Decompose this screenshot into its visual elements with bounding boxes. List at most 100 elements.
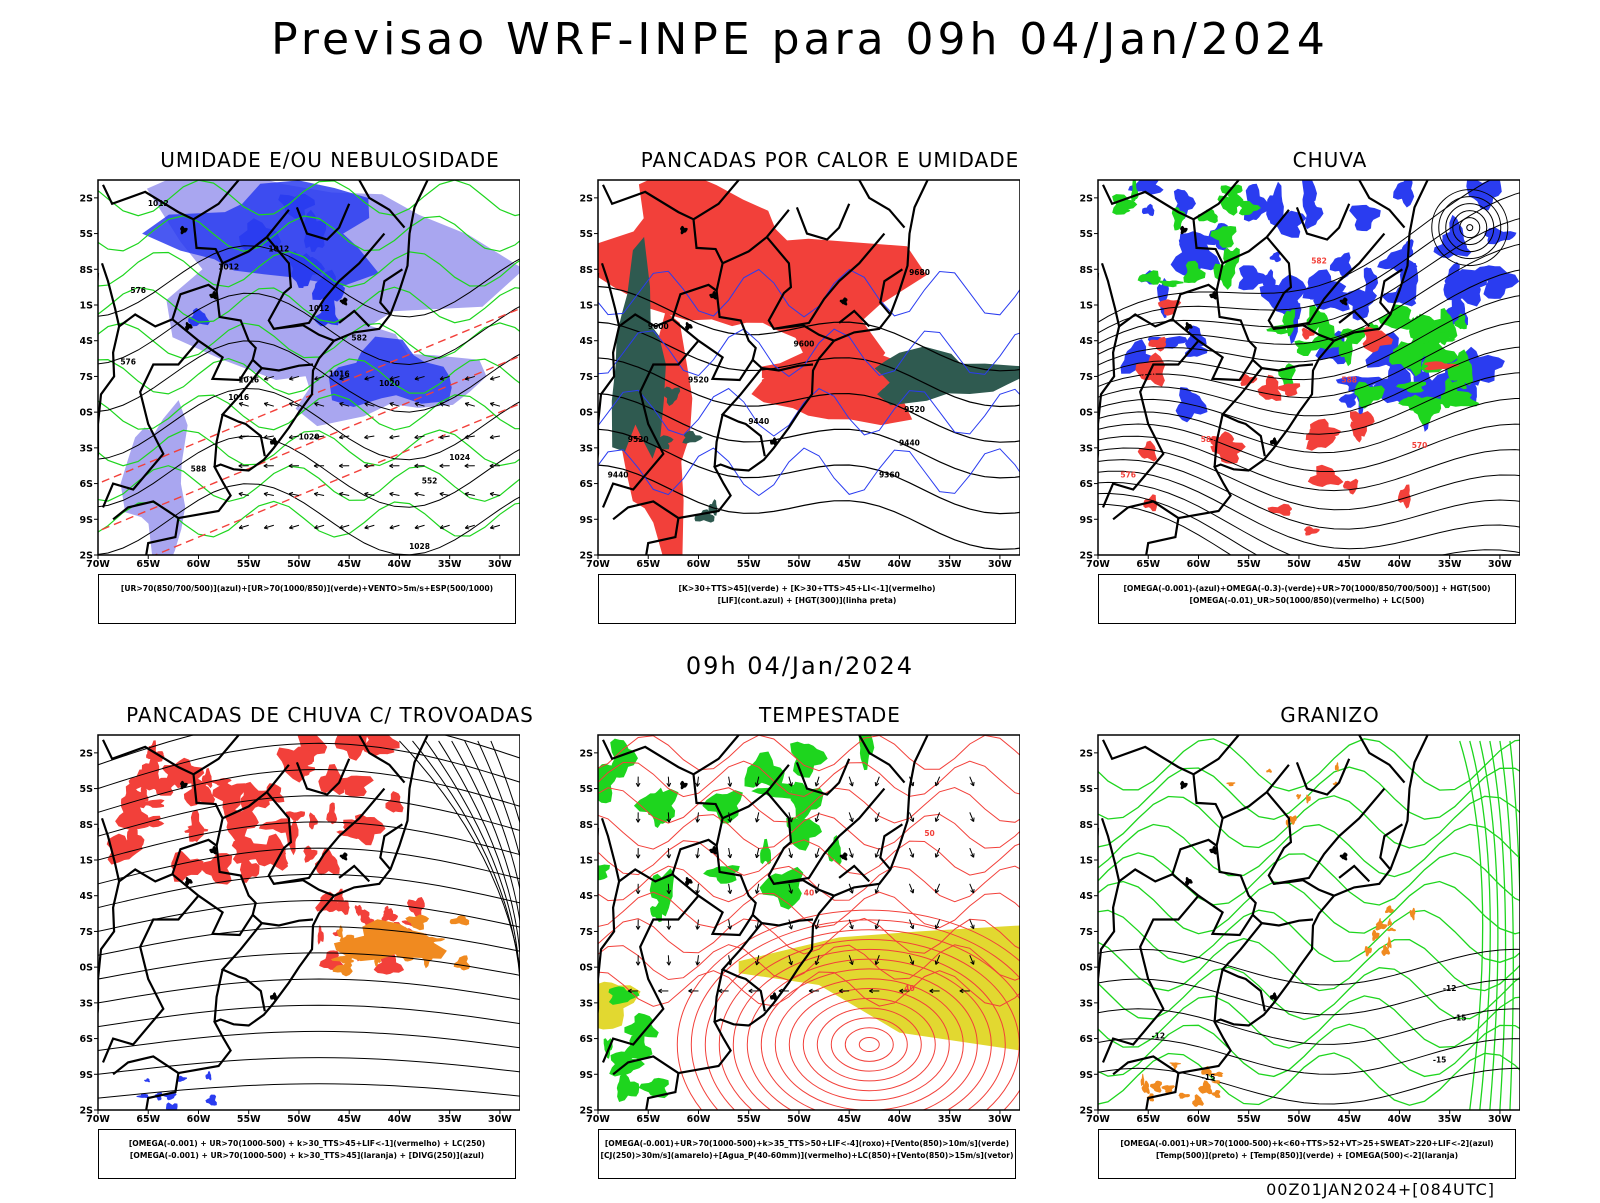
lon-tick-label: 70W <box>86 1114 110 1125</box>
lat-tick-label: 24S <box>580 336 593 347</box>
lat-tick-label: 15S <box>580 229 593 240</box>
contour-label: -15 <box>1453 1014 1467 1023</box>
legend-box: [OMEGA(-0.001)-(azul)+OMEGA(-0.3)-(verde… <box>1098 574 1516 624</box>
contour-label: 1020 <box>379 379 400 388</box>
lat-tick-label: 36S <box>580 1034 593 1045</box>
lon-tick-label: 65W <box>636 559 660 570</box>
lat-tick-label: 27S <box>580 372 593 383</box>
lon-tick-label: 40W <box>1388 559 1412 570</box>
lat-tick-label: 24S <box>1080 336 1093 347</box>
panel-title: TEMPESTADE <box>580 703 1080 727</box>
lat-tick-label: 15S <box>80 784 93 795</box>
lat-tick-label: 36S <box>580 479 593 490</box>
lon-tick-label: 35W <box>438 1114 462 1125</box>
contour-label: 9520 <box>688 375 709 384</box>
lon-tick-label: 50W <box>1287 559 1311 570</box>
lon-tick-label: 70W <box>86 559 110 570</box>
lat-tick-label: 39S <box>1080 515 1093 526</box>
contour-label: 40 <box>804 889 814 898</box>
contour-label: 588 <box>191 465 207 474</box>
legend-box: [OMEGA(-0.001)+UR>70(1000-500)+k>35_TTS>… <box>598 1129 1016 1179</box>
lat-tick-label: 24S <box>1080 891 1093 902</box>
legend-box: [K>30+TTS>45](verde) + [K>30+TTS>45+LI<-… <box>598 574 1016 624</box>
lat-tick-label: 33S <box>1080 443 1093 454</box>
lat-tick-label: 30S <box>1080 408 1093 419</box>
panel-trovoadas: PANCADAS DE CHUVA C/ TROVOADAS 12S15S18S… <box>80 703 580 1203</box>
contour-label: -12 <box>1443 984 1457 993</box>
lat-tick-label: 12S <box>1080 748 1093 759</box>
map-background <box>1098 735 1520 1110</box>
contour-label: 9440 <box>899 438 920 447</box>
lon-tick-label: 30W <box>488 1114 512 1125</box>
contour-label: -15 <box>1433 1055 1447 1064</box>
forecast-time-title: 09h 04/Jan/2024 <box>0 652 1600 680</box>
lat-tick-label: 27S <box>1080 372 1093 383</box>
contour-label: -15 <box>1202 1073 1216 1082</box>
legend-line: [Temp(500)](preto) + [Temp(850)](verde) … <box>1099 1150 1515 1162</box>
lat-tick-label: 15S <box>1080 229 1093 240</box>
panel-granizo: GRANIZO -12-15-15-15-1212S15S18S21S24S27… <box>1080 703 1580 1203</box>
contour-label: 40 <box>904 984 914 993</box>
lon-tick-label: 50W <box>1287 1114 1311 1125</box>
lat-tick-label: 27S <box>1080 927 1093 938</box>
lon-tick-label: 70W <box>586 1114 610 1125</box>
contour-label: 588 <box>1341 375 1357 384</box>
lon-tick-label: 50W <box>287 1114 311 1125</box>
lat-tick-label: 21S <box>1080 856 1093 867</box>
lon-tick-label: 55W <box>737 1114 761 1125</box>
contour-label: 576 <box>1120 471 1136 480</box>
panel-title: PANCADAS POR CALOR E UMIDADE <box>580 148 1080 172</box>
lat-tick-label: 18S <box>80 820 93 831</box>
lon-tick-label: 35W <box>938 1114 962 1125</box>
lon-tick-label: 30W <box>988 1114 1012 1125</box>
contour-label: 9520 <box>904 405 925 414</box>
lon-tick-label: 55W <box>1237 1114 1261 1125</box>
lat-tick-label: 12S <box>580 193 593 204</box>
lon-tick-label: 50W <box>787 559 811 570</box>
legend-line: [OMEGA(-0.001)-(azul)+OMEGA(-0.3)-(verde… <box>1099 583 1515 595</box>
lon-tick-label: 55W <box>237 559 261 570</box>
lat-tick-label: 39S <box>80 1070 93 1081</box>
lat-tick-label: 39S <box>580 515 593 526</box>
lat-tick-label: 21S <box>580 856 593 867</box>
lat-tick-label: 39S <box>80 515 93 526</box>
lon-tick-label: 60W <box>1187 1114 1211 1125</box>
lat-tick-label: 12S <box>580 748 593 759</box>
contour-label: 1028 <box>409 542 430 551</box>
contour-label: 50 <box>924 829 934 838</box>
legend-line: [OMEGA(-0.001) + UR>70(1000-500) + k>30_… <box>99 1150 515 1162</box>
lon-tick-label: 30W <box>1488 1114 1512 1125</box>
lat-tick-label: 21S <box>1080 301 1093 312</box>
lat-tick-label: 15S <box>1080 784 1093 795</box>
lon-tick-label: 55W <box>737 559 761 570</box>
contour-label: 9440 <box>748 417 769 426</box>
lon-tick-label: 60W <box>187 1114 211 1125</box>
panel-title: PANCADAS DE CHUVA C/ TROVOADAS <box>80 703 580 727</box>
lat-tick-label: 21S <box>580 301 593 312</box>
lat-tick-label: 36S <box>1080 479 1093 490</box>
lat-tick-label: 27S <box>80 372 93 383</box>
lon-tick-label: 60W <box>687 559 711 570</box>
legend-box: [UR>70(850/700/500)](azul)+[UR>70(1000/8… <box>98 574 516 624</box>
lat-tick-label: 12S <box>1080 193 1093 204</box>
lat-tick-label: 36S <box>80 1034 93 1045</box>
legend-line: [OMEGA(-0.001)+UR>70(1000-500)+k>35_TTS>… <box>599 1138 1015 1150</box>
lon-tick-label: 45W <box>837 1114 861 1125</box>
lat-tick-label: 15S <box>580 784 593 795</box>
contour-label: 582 <box>351 334 367 343</box>
legend-box: [OMEGA(-0.001)+UR>70(1000-500)+k<60+TTS>… <box>1098 1129 1516 1179</box>
lon-tick-label: 40W <box>888 1114 912 1125</box>
lat-tick-label: 33S <box>80 998 93 1009</box>
lon-tick-label: 70W <box>586 559 610 570</box>
lon-tick-label: 45W <box>1337 1114 1361 1125</box>
legend-line: [UR>70(850/700/500)](azul)+[UR>70(1000/8… <box>99 583 515 595</box>
lon-tick-label: 65W <box>1136 559 1160 570</box>
lon-tick-label: 45W <box>337 1114 361 1125</box>
lat-tick-label: 27S <box>80 927 93 938</box>
contour-label: 9600 <box>794 340 815 349</box>
lon-tick-label: 60W <box>687 1114 711 1125</box>
lon-tick-label: 45W <box>337 559 361 570</box>
contour-label: -12 <box>1152 1032 1166 1041</box>
lat-tick-label: 30S <box>1080 963 1093 974</box>
